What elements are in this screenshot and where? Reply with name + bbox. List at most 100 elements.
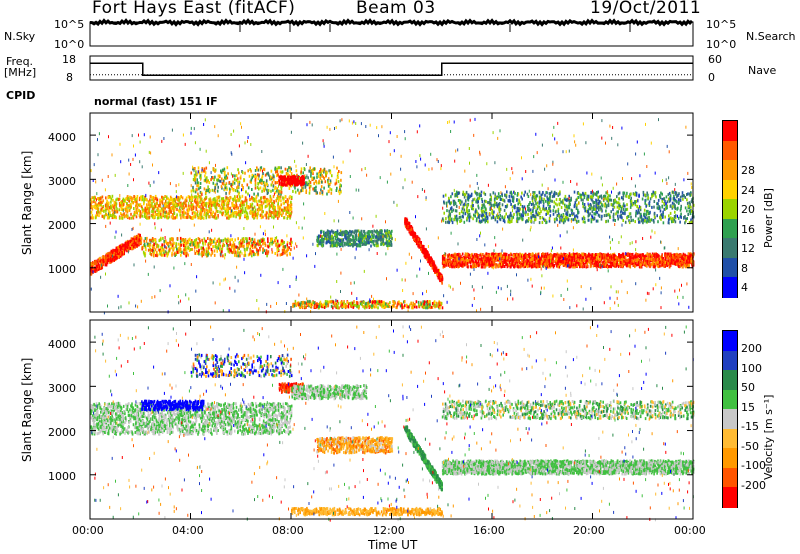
radar-cell — [331, 234, 333, 238]
radar-cell — [270, 210, 273, 214]
radar-cell — [283, 176, 286, 180]
radar-cell — [219, 248, 221, 252]
radar-cell — [288, 187, 291, 190]
radar-cell — [257, 168, 260, 172]
radar-cell — [379, 234, 381, 238]
radar-cell — [225, 174, 227, 178]
radar-cell — [600, 252, 602, 256]
radar-cell — [363, 239, 365, 243]
radar-cell — [152, 212, 154, 216]
radar-cell — [334, 231, 337, 234]
radar-cell — [547, 257, 549, 261]
radar-cell — [302, 182, 304, 186]
radar-cell — [168, 211, 170, 215]
radar-cell — [494, 263, 497, 266]
radar-cell — [282, 252, 284, 256]
radar-cell — [208, 215, 210, 219]
radar-cell — [239, 206, 242, 210]
radar-cell — [212, 210, 214, 214]
radar-cell — [186, 247, 188, 251]
radar-cell — [127, 205, 129, 209]
radar-cell — [213, 203, 215, 207]
radar-cell — [208, 252, 210, 256]
radar-cell — [405, 217, 408, 221]
radar-cell — [413, 235, 416, 239]
radar-cell — [280, 184, 282, 188]
radar-cell — [675, 260, 677, 264]
radar-cell — [154, 239, 157, 242]
radar-cell — [207, 189, 209, 193]
radar-cell — [131, 237, 134, 241]
radar-cell — [277, 242, 280, 246]
radar-cell — [349, 240, 351, 244]
radar-cell — [186, 208, 189, 212]
radar-cell — [208, 188, 210, 192]
radar-cell — [134, 235, 136, 239]
radar-cell — [222, 179, 225, 183]
radar-cell — [217, 240, 220, 243]
radar-cell — [275, 198, 278, 202]
radar-cell — [283, 208, 285, 212]
radar-cell — [310, 174, 312, 178]
radar-cell — [241, 241, 244, 244]
radar-cell — [184, 252, 187, 255]
radar-cell — [205, 254, 208, 258]
radar-cell — [95, 206, 97, 210]
radar-cell — [336, 166, 338, 170]
radar-cell — [267, 188, 270, 192]
radar-cell — [326, 230, 329, 234]
radar-cell — [274, 187, 276, 191]
radar-cell — [160, 238, 162, 242]
radar-cell — [669, 259, 672, 263]
radar-cell — [506, 263, 508, 267]
radar-cell — [163, 253, 166, 257]
radar-cell — [256, 242, 258, 246]
radar-cell — [337, 237, 340, 241]
radar-cell — [101, 201, 104, 204]
radar-cell — [95, 260, 97, 263]
radar-cell — [113, 207, 116, 211]
radar-cell — [340, 184, 342, 188]
radar-cell — [142, 195, 144, 199]
radar-cell — [153, 243, 155, 246]
radar-cell — [315, 181, 318, 185]
radar-cell — [377, 244, 379, 248]
radar-cell — [171, 251, 173, 255]
radar-cell — [204, 242, 207, 246]
radar-cell — [461, 252, 464, 256]
radar-cell — [162, 197, 164, 201]
radar-cell — [218, 179, 221, 183]
radar-cell — [172, 209, 175, 212]
radar-cell — [322, 240, 325, 244]
radar-cell — [143, 239, 145, 243]
radar-cell — [557, 257, 559, 260]
radar-cell — [199, 239, 201, 243]
radar-cell — [143, 202, 145, 206]
noise-panel-frame — [89, 21, 694, 47]
radar-cell — [166, 204, 169, 208]
radar-cell — [205, 250, 208, 254]
radar-cell — [179, 248, 181, 252]
radar-cell — [126, 210, 129, 214]
radar-cell — [108, 210, 111, 214]
radar-cell — [264, 243, 267, 247]
radar-cell — [338, 192, 341, 196]
radar-cell — [208, 206, 211, 210]
radar-cell — [222, 242, 225, 246]
radar-cell — [271, 215, 273, 219]
radar-cell — [329, 241, 331, 245]
radar-cell — [491, 265, 493, 269]
radar-cell — [214, 186, 216, 190]
radar-cell — [199, 190, 202, 194]
radar-cell — [454, 265, 456, 269]
radar-cell — [245, 196, 247, 200]
radar-cell — [199, 211, 202, 215]
radar-cell — [158, 213, 160, 217]
radar-cell — [262, 187, 265, 191]
radar-cell — [348, 231, 350, 235]
radar-cell — [335, 181, 338, 185]
radar-cell — [329, 179, 332, 183]
radar-cell — [327, 183, 330, 186]
radar-cell — [175, 196, 177, 200]
